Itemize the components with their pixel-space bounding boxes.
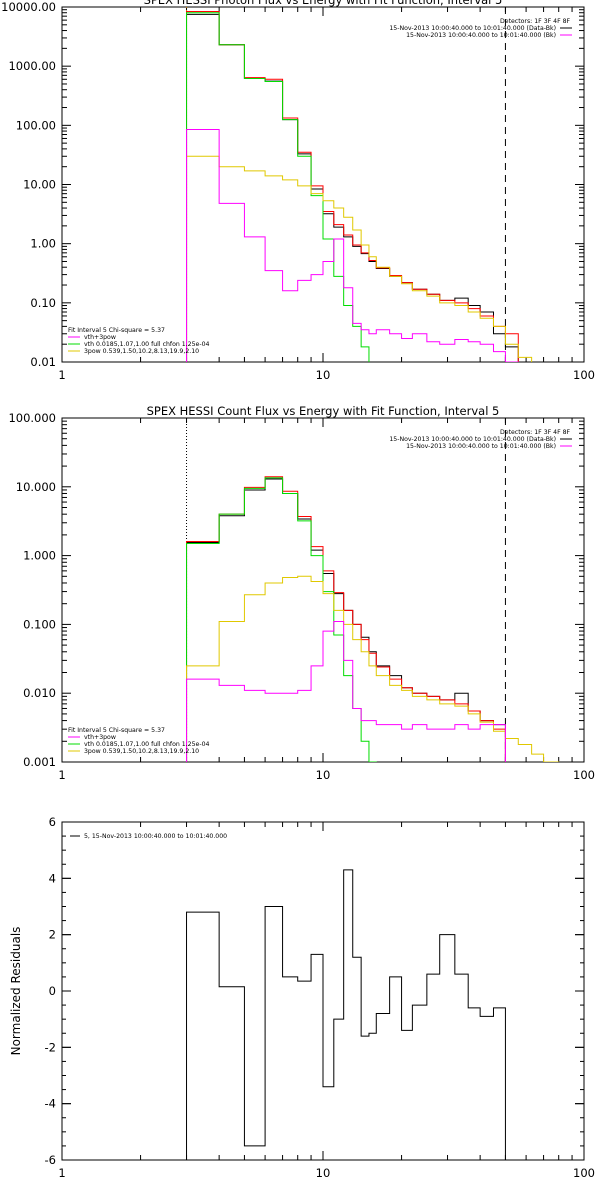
legend-bottom-left: Fit Interval 5 Chi-square = 5.37vth+3pow… bbox=[68, 327, 210, 355]
series-red-line bbox=[186, 476, 506, 762]
legend-entry: vth+3pow bbox=[84, 334, 116, 341]
legend-header: Fit Interval 5 Chi-square = 5.37 bbox=[68, 727, 165, 734]
y-axis-label: Normalized Residuals bbox=[9, 927, 23, 1056]
x-tick-label: 100 bbox=[573, 768, 595, 782]
chart-panel-2: SPEX HESSI Count Flux vs Energy with Fit… bbox=[8, 404, 595, 782]
legend-entry: 3pow 0.539,1.50,10.2,8.13,19.9,2.10 bbox=[84, 348, 199, 355]
series-magenta-line bbox=[186, 129, 519, 362]
y-tick-label: -6 bbox=[45, 1153, 56, 1167]
y-tick-label: 1.00 bbox=[30, 237, 56, 251]
legend-bottom-left: Fit Interval 5 Chi-square = 5.37vth+3pow… bbox=[68, 727, 210, 755]
y-tick-label: -2 bbox=[45, 1040, 56, 1054]
chart-title: SPEX HESSI Photon Flux vs Energy with Fi… bbox=[144, 0, 503, 7]
x-tick-label: 10 bbox=[316, 768, 331, 782]
data-area bbox=[186, 10, 533, 362]
x-tick-label: 10 bbox=[316, 1166, 331, 1180]
series-black-line bbox=[186, 869, 506, 1160]
y-tick-label: 100.000 bbox=[8, 411, 56, 425]
legend-detectors: Detectors: 1F 3F 4F 8F bbox=[500, 18, 571, 25]
x-tick-label: 100 bbox=[573, 368, 595, 382]
legend-header: Fit Interval 5 Chi-square = 5.37 bbox=[68, 327, 165, 334]
series-yellow-line bbox=[186, 575, 560, 762]
legend-entry: 15-Nov-2013 10:00:40.000 to 10:01:40.000… bbox=[406, 443, 556, 450]
y-tick-label: 0 bbox=[49, 984, 56, 998]
legend-entry: 5, 15-Nov-2013 10:00:40.000 to 10:01:40.… bbox=[84, 833, 227, 840]
series-yellow-line bbox=[186, 155, 533, 362]
y-tick-label: 100.00 bbox=[16, 118, 56, 132]
series-magenta-line bbox=[186, 621, 506, 762]
legend-entry: 15-Nov-2013 10:00:40.000 to 10:01:40.000… bbox=[389, 436, 556, 443]
legend-top-left: 5, 15-Nov-2013 10:00:40.000 to 10:01:40.… bbox=[70, 833, 227, 840]
data-area bbox=[186, 869, 506, 1160]
data-area bbox=[186, 476, 560, 762]
y-tick-label: -4 bbox=[45, 1097, 56, 1111]
legend-entry: 3pow 0.539,1.50,10.2,8.13,19.9,2.10 bbox=[84, 748, 199, 755]
legend-entry: vth+3pow bbox=[84, 734, 116, 741]
y-tick-label: 0.010 bbox=[23, 686, 56, 700]
series-green-line bbox=[186, 477, 377, 762]
chart-panel-3: Normalized Residuals 1 10 100 6 4 2 0 -2 -4 -6 5, 1… bbox=[9, 815, 595, 1180]
chart-panel-1: SPEX HESSI Photon Flux vs Energy with Fi… bbox=[1, 0, 595, 382]
y-tick-label: 0.001 bbox=[23, 755, 56, 769]
legend-entry: vth 0.0185,1.07,1.00 full chfon 1.25e-04 bbox=[84, 741, 210, 748]
y-tick-label: 0.100 bbox=[23, 617, 56, 631]
y-tick-label: 10000.00 bbox=[1, 0, 56, 14]
y-tick-label: 1000.00 bbox=[8, 59, 56, 73]
y-tick-label: 10.000 bbox=[16, 480, 56, 494]
y-tick-label: 0.01 bbox=[30, 355, 56, 369]
series-black-line bbox=[186, 478, 506, 762]
x-tick-label: 100 bbox=[573, 1166, 595, 1180]
legend-entry: vth 0.0185,1.07,1.00 full chfon 1.25e-04 bbox=[84, 341, 210, 348]
x-tick-label: 1 bbox=[58, 368, 65, 382]
x-tick-label: 10 bbox=[316, 368, 331, 382]
y-tick-label: 4 bbox=[49, 871, 56, 885]
legend-entry: 15-Nov-2013 10:00:40.000 to 10:01:40.000… bbox=[406, 32, 556, 39]
legend-entry: 15-Nov-2013 10:00:40.000 to 10:01:40.000… bbox=[389, 25, 556, 32]
series-green-line bbox=[186, 12, 370, 362]
y-tick-label: 10.00 bbox=[23, 178, 56, 192]
y-tick-label: 6 bbox=[49, 815, 56, 829]
x-tick-label: 1 bbox=[58, 1166, 65, 1180]
legend-detectors: Detectors: 1F 3F 4F 8F bbox=[500, 429, 571, 436]
y-tick-label: 2 bbox=[49, 928, 56, 942]
x-tick-label: 1 bbox=[58, 768, 65, 782]
y-tick-label: 0.10 bbox=[30, 296, 56, 310]
chart-title: SPEX HESSI Count Flux vs Energy with Fit… bbox=[147, 404, 500, 418]
y-tick-label: 1.000 bbox=[23, 549, 56, 563]
